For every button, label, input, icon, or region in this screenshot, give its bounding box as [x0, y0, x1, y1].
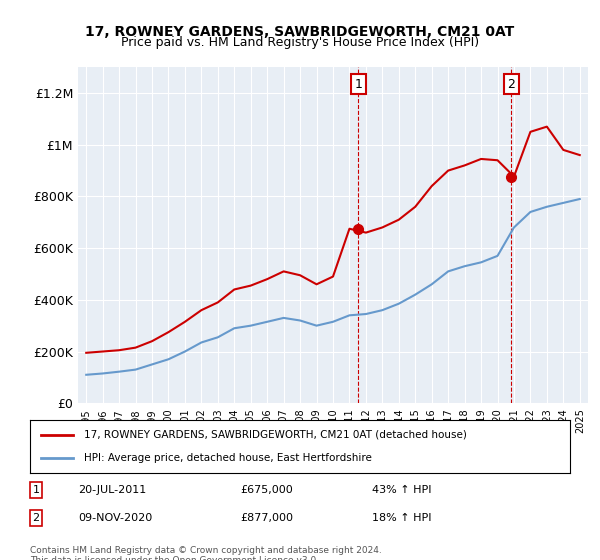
Text: 2: 2 — [508, 77, 515, 91]
Text: 1: 1 — [32, 485, 40, 495]
Text: 17, ROWNEY GARDENS, SAWBRIDGEWORTH, CM21 0AT (detached house): 17, ROWNEY GARDENS, SAWBRIDGEWORTH, CM21… — [84, 430, 467, 440]
Text: Price paid vs. HM Land Registry's House Price Index (HPI): Price paid vs. HM Land Registry's House … — [121, 36, 479, 49]
Text: £675,000: £675,000 — [240, 485, 293, 495]
Text: Contains HM Land Registry data © Crown copyright and database right 2024.
This d: Contains HM Land Registry data © Crown c… — [30, 546, 382, 560]
Text: 18% ↑ HPI: 18% ↑ HPI — [372, 513, 431, 523]
Text: 43% ↑ HPI: 43% ↑ HPI — [372, 485, 431, 495]
Text: £877,000: £877,000 — [240, 513, 293, 523]
Text: 17, ROWNEY GARDENS, SAWBRIDGEWORTH, CM21 0AT: 17, ROWNEY GARDENS, SAWBRIDGEWORTH, CM21… — [85, 25, 515, 39]
Text: 20-JUL-2011: 20-JUL-2011 — [78, 485, 146, 495]
Text: HPI: Average price, detached house, East Hertfordshire: HPI: Average price, detached house, East… — [84, 453, 372, 463]
Text: 09-NOV-2020: 09-NOV-2020 — [78, 513, 152, 523]
Text: 2: 2 — [32, 513, 40, 523]
Text: 1: 1 — [355, 77, 362, 91]
